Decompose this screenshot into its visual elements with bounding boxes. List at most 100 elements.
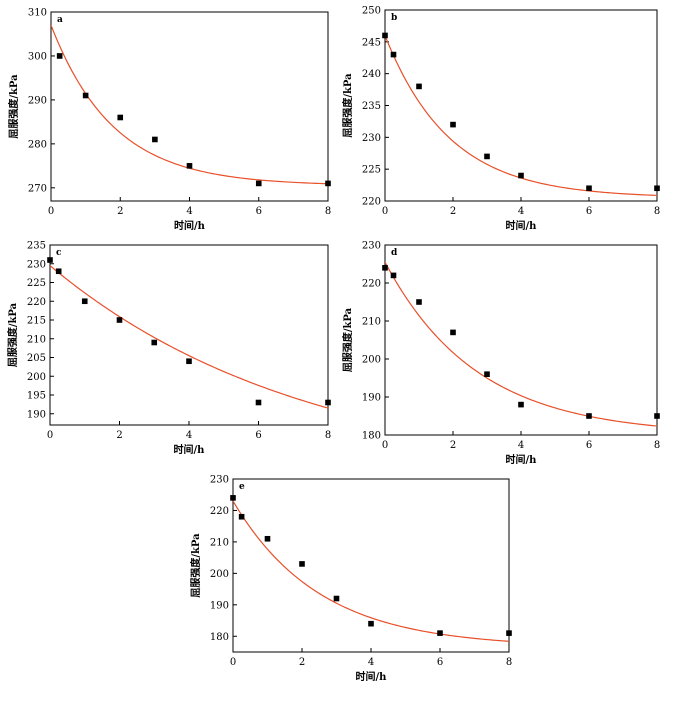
x-axis-title: 时间/h bbox=[174, 219, 206, 232]
data-point bbox=[55, 268, 62, 275]
data-point bbox=[390, 272, 397, 279]
x-tick-label: 4 bbox=[368, 657, 374, 668]
fit-curve bbox=[51, 24, 328, 185]
plot-frame bbox=[49, 244, 329, 426]
x-tick-label: 0 bbox=[48, 206, 54, 217]
panel-letter: c bbox=[56, 248, 62, 258]
y-tick-label: 225 bbox=[362, 165, 381, 176]
x-tick-label: 2 bbox=[299, 657, 305, 668]
y-axis-title: 屈服强度/kPa bbox=[7, 74, 20, 139]
x-tick-label: 2 bbox=[116, 430, 122, 441]
data-point bbox=[56, 53, 63, 59]
data-point bbox=[654, 413, 660, 419]
data-point bbox=[416, 299, 422, 305]
data-point bbox=[333, 595, 340, 602]
y-tick-label: 190 bbox=[362, 393, 381, 404]
x-tick-label: 0 bbox=[230, 657, 236, 668]
y-axis-title: 屈服强度/kPa bbox=[341, 307, 354, 372]
x-tick-label: 0 bbox=[382, 206, 388, 217]
y-tick-label: 220 bbox=[210, 506, 229, 517]
x-tick-label: 8 bbox=[506, 657, 512, 668]
data-point bbox=[416, 83, 422, 90]
y-axis-title: 屈服强度/kPa bbox=[6, 302, 19, 367]
x-tick-label: 0 bbox=[47, 430, 53, 441]
data-point bbox=[506, 630, 512, 636]
plot-frame bbox=[50, 11, 329, 202]
data-point bbox=[484, 371, 490, 377]
y-tick-label: 215 bbox=[27, 316, 46, 327]
chart-panel-e: 0 2 4 6 8 180 190 200 210 220 230 时间/h 屈服强度/kPa e bbox=[189, 475, 512, 684]
data-point bbox=[484, 153, 490, 160]
y-tick-label: 195 bbox=[27, 391, 46, 402]
x-tick-label: 4 bbox=[518, 440, 524, 451]
y-tick-label: 205 bbox=[27, 353, 46, 364]
data-point bbox=[186, 163, 193, 169]
y-tick-label: 230 bbox=[210, 475, 229, 486]
x-tick-label: 6 bbox=[255, 430, 261, 441]
data-point bbox=[82, 92, 89, 99]
data-point bbox=[382, 265, 388, 271]
y-tick-label: 225 bbox=[27, 278, 46, 289]
data-point bbox=[325, 399, 331, 406]
x-tick-label: 0 bbox=[382, 440, 388, 451]
data-point bbox=[450, 329, 456, 336]
x-tick-label: 4 bbox=[186, 206, 192, 217]
x-tick-label: 8 bbox=[654, 440, 660, 451]
y-tick-label: 230 bbox=[362, 133, 381, 144]
data-point bbox=[264, 535, 271, 542]
y-tick-label: 220 bbox=[362, 279, 381, 290]
data-point bbox=[586, 185, 592, 192]
x-tick-label: 2 bbox=[117, 206, 123, 217]
panel-letter: a bbox=[57, 15, 63, 25]
panel-letter: d bbox=[391, 248, 398, 258]
data-point bbox=[518, 401, 524, 408]
x-tick-label: 8 bbox=[325, 430, 331, 441]
data-point bbox=[368, 620, 374, 627]
data-point bbox=[382, 32, 388, 39]
data-point bbox=[238, 513, 245, 520]
y-tick-label: 300 bbox=[28, 51, 47, 62]
y-tick-label: 210 bbox=[27, 334, 46, 345]
x-tick-label: 6 bbox=[586, 440, 592, 451]
y-tick-label: 180 bbox=[210, 632, 229, 643]
y-tick-label: 220 bbox=[362, 197, 381, 208]
y-tick-label: 250 bbox=[362, 6, 381, 17]
x-tick-label: 2 bbox=[450, 440, 456, 451]
data-point bbox=[117, 114, 124, 121]
chart-panel-c: 0 2 4 6 8 190 195 200 205 210 215 220 225 230 235 时间/h 屈… bbox=[6, 241, 331, 457]
x-tick-label: 4 bbox=[186, 430, 192, 441]
y-tick-label: 210 bbox=[210, 537, 229, 548]
data-point bbox=[152, 136, 158, 143]
y-tick-label: 230 bbox=[27, 259, 46, 270]
data-point bbox=[81, 298, 88, 305]
y-tick-label: 200 bbox=[362, 355, 381, 366]
data-point bbox=[437, 630, 443, 636]
plot-frame bbox=[384, 9, 658, 202]
data-point bbox=[186, 358, 192, 365]
x-axis-title: 时间/h bbox=[506, 219, 538, 232]
y-tick-label: 280 bbox=[28, 139, 47, 150]
y-tick-label: 220 bbox=[27, 297, 46, 308]
data-point bbox=[325, 180, 331, 187]
x-tick-label: 6 bbox=[256, 206, 262, 217]
y-tick-label: 240 bbox=[362, 69, 381, 80]
x-axis-title: 时间/h bbox=[356, 670, 388, 683]
data-point bbox=[654, 185, 660, 192]
data-point bbox=[47, 257, 53, 263]
data-point bbox=[116, 317, 123, 323]
data-point bbox=[518, 172, 524, 179]
y-tick-label: 270 bbox=[28, 183, 47, 194]
data-point bbox=[299, 561, 305, 567]
data-point bbox=[255, 399, 262, 406]
data-point bbox=[230, 495, 236, 501]
panel-letter: b bbox=[391, 13, 397, 23]
y-tick-label: 230 bbox=[362, 241, 381, 252]
y-tick-label: 290 bbox=[28, 95, 47, 106]
chart-panel-b: 0 2 4 6 8 220 225 230 235 240 245 250 时间/h 屈服强度/kPa b bbox=[341, 6, 660, 233]
y-tick-label: 190 bbox=[27, 409, 46, 420]
fit-curve bbox=[385, 35, 657, 197]
data-point bbox=[586, 413, 592, 419]
y-axis-title: 屈服强度/kPa bbox=[189, 533, 202, 598]
data-point bbox=[390, 51, 397, 58]
chart-panel-a: 0 2 4 6 8 270 280 290 300 310 时间/h 屈服强度/kPa a bbox=[7, 8, 331, 233]
